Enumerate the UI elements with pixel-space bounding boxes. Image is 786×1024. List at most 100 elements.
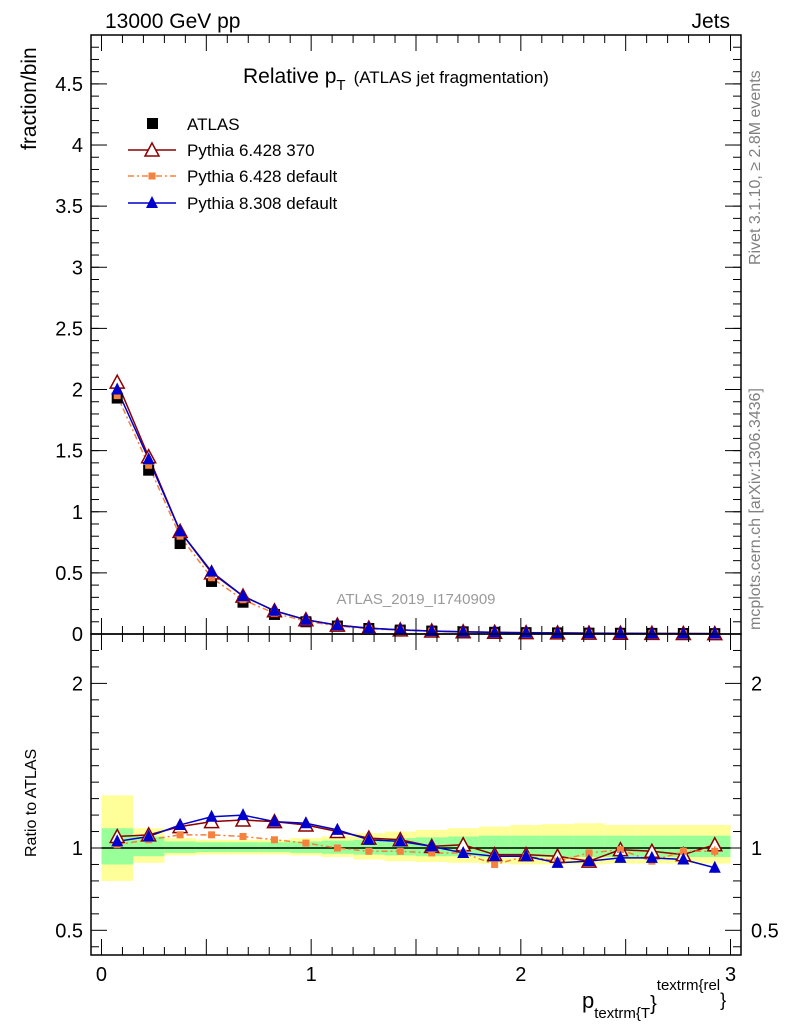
legend: ATLAS Pythia 6.428 370 Pythia 6.428 defa…: [128, 115, 338, 213]
ratio-point-s2: [362, 832, 375, 845]
main-ytick-label: 2: [72, 380, 83, 402]
ratio-point-s2: [394, 834, 407, 847]
ratio-ytick-label: 0.5: [55, 920, 83, 942]
main-point-s3: [708, 626, 721, 639]
ratio-ytick-label-right: 2: [751, 673, 762, 695]
ratio-point-s1: [302, 839, 310, 847]
ratio-ytick-label-right: 0.5: [751, 920, 779, 942]
main-point-s3: [268, 603, 281, 616]
legend-label-atlas: ATLAS: [187, 115, 240, 134]
header-right: Jets: [691, 10, 730, 33]
plot-title: Relative pT (ATLAS jet fragmentation): [243, 65, 549, 94]
ratio-ytick-label: 2: [72, 673, 83, 695]
main-point-s3: [394, 622, 407, 635]
legend-item-atlas: ATLAS: [147, 115, 240, 134]
ratio-point-s1: [585, 849, 593, 857]
main-point-s3: [362, 621, 375, 634]
ratio-series-line-2: [117, 814, 715, 869]
main-point-s0: [206, 575, 218, 587]
ratio-point-s2: [708, 860, 721, 873]
ratio-point-s1: [365, 847, 373, 855]
ratio-point-s2: [237, 808, 250, 821]
x-label-main: p: [582, 988, 594, 1013]
main-point-s3: [520, 625, 533, 638]
main-panel: 0 0.5 1 1.5 2 2.5 3 3.5 4 4.5: [55, 34, 742, 646]
ratio-point-s2: [677, 852, 690, 865]
x-axis-label: ptextrm{T}textrm{rel}: [582, 977, 726, 1022]
ratio-band-inner: [195, 842, 228, 853]
plot-title-rest: (ATLAS jet fragmentation): [354, 68, 549, 87]
rivet-label: Rivet 3.1.10, ≥ 2.8M events: [747, 70, 764, 265]
ratio-point-s2: [488, 849, 501, 862]
x-label-sup-close: }: [720, 990, 726, 1010]
x-label-sub: textrm{T: [594, 1005, 650, 1022]
legend-item-py8-default: Pythia 8.308 default: [128, 194, 338, 213]
legend-marker-py6-370: [143, 141, 161, 157]
ratio-point-s2: [520, 849, 533, 862]
legend-marker-py8-default: [146, 196, 158, 208]
main-point-s3: [614, 626, 627, 639]
ratio-point-s2: [331, 822, 344, 835]
main-ytick-label: 4: [72, 135, 83, 157]
ratio-xtick-label: 2: [515, 964, 526, 986]
ratio-band-inner: [541, 835, 574, 858]
main-point-s3: [677, 626, 690, 639]
ratio-point-s1: [270, 836, 278, 844]
ratio-series-line-1: [117, 834, 715, 866]
main-point-s3: [142, 452, 155, 465]
main-ytick-label: 3.5: [55, 196, 83, 218]
main-ytick-label: 2.5: [55, 318, 83, 340]
legend-marker-py6-default: [148, 172, 156, 180]
ratio-point-s2: [614, 850, 627, 863]
ratio-point-s1: [428, 849, 436, 857]
main-point-s3: [645, 626, 658, 639]
main-point-s2: [145, 461, 153, 469]
main-ytick-label: 1: [72, 502, 83, 524]
ratio-xtick-label: 3: [725, 964, 736, 986]
ratio-point-s1: [239, 832, 247, 840]
main-point-s3: [237, 589, 250, 602]
x-label-close: }: [650, 993, 657, 1015]
main-point-s0: [143, 464, 155, 476]
ratio-xtick-label: 0: [96, 964, 107, 986]
ratio-point-s2: [142, 829, 155, 842]
legend-label-py6-default: Pythia 6.428 default: [187, 167, 338, 186]
main-point-s3: [299, 612, 312, 625]
main-ytick-label: 0.5: [55, 563, 83, 585]
ratio-band-inner: [227, 842, 259, 853]
main-ytick-label: 3: [72, 257, 83, 279]
legend-label-py8-default: Pythia 8.308 default: [187, 194, 338, 213]
main-ytick-label: 4.5: [55, 74, 83, 96]
ratio-point-s2: [205, 809, 218, 822]
ratio-point-s1: [208, 831, 216, 839]
ratio-point-s1: [616, 846, 624, 854]
ratio-point-s1: [491, 860, 499, 868]
ratio-point-s2: [645, 850, 658, 863]
main-point-s3: [111, 382, 124, 395]
ratio-point-s2: [457, 845, 470, 858]
main-point-s2: [208, 574, 216, 582]
ratio-band-inner: [164, 841, 196, 853]
legend-item-py6-370: Pythia 6.428 370: [128, 141, 315, 160]
main-ytick-label: 1.5: [55, 441, 83, 463]
analysis-label: ATLAS_2019_I1740909: [336, 591, 495, 608]
ratio-point-s2: [425, 839, 438, 852]
legend-marker-atlas: [147, 118, 158, 129]
legend-item-py6-default: Pythia 6.428 default: [128, 167, 338, 186]
main-point-s0: [174, 538, 186, 550]
ratio-band-inner: [290, 841, 322, 853]
ratio-band-inner: [258, 842, 291, 853]
main-point-s3: [551, 626, 564, 639]
ratio-ytick-label-right: 1: [751, 838, 762, 860]
ratio-point-s2: [582, 854, 595, 867]
main-ytick-label: 0: [72, 624, 83, 646]
ratio-point-s2: [551, 855, 564, 868]
header-left: 13000 GeV pp: [105, 10, 240, 33]
ratio-point-s2: [174, 817, 187, 830]
main-point-s3: [582, 626, 595, 639]
ratio-xtick-label: 1: [306, 964, 317, 986]
ratio-ytick-label: 1: [72, 838, 83, 860]
ratio-point-s1: [333, 844, 341, 852]
ratio-point-s1: [711, 847, 719, 855]
ratio-point-s1: [396, 847, 404, 855]
